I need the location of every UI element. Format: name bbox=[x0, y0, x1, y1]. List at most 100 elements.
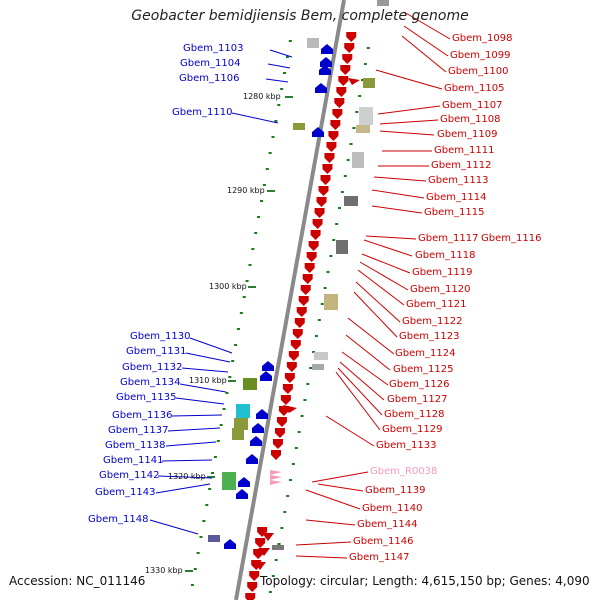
gene-label[interactable]: Gbem_1121 bbox=[406, 299, 467, 310]
gene-label[interactable]: Gbem_1147 bbox=[349, 552, 410, 563]
gene-label[interactable]: Gbem_1125 bbox=[393, 364, 454, 375]
minus-strand-gene-arrow bbox=[321, 44, 333, 54]
gene-label[interactable]: Gbem_1112 bbox=[431, 160, 492, 171]
plus-strand-gene-arrow bbox=[274, 428, 285, 438]
gene-label[interactable]: Gbem_1110 bbox=[172, 107, 233, 118]
scale-label-1290: 1290 kbp bbox=[227, 186, 265, 195]
gene-label[interactable]: Gbem_1130 bbox=[130, 331, 191, 342]
plus-strand-gene-arrow bbox=[282, 384, 293, 394]
gene-label[interactable]: Gbem_1140 bbox=[362, 503, 423, 514]
gene-label[interactable]: Gbem_1138 bbox=[105, 440, 166, 451]
gene-label[interactable]: Gbem_1135 bbox=[116, 392, 177, 403]
gene-label[interactable]: Gbem_1123 bbox=[399, 331, 460, 342]
orf-marker bbox=[361, 79, 365, 81]
orf-marker bbox=[335, 223, 339, 225]
label-leader-line bbox=[305, 519, 356, 526]
gene-label[interactable]: Gbem_1137 bbox=[108, 425, 169, 436]
gene-label[interactable]: Gbem_1133 bbox=[376, 440, 437, 451]
genome-backbone bbox=[234, 0, 346, 600]
label-leader-line bbox=[359, 261, 409, 291]
gene-label[interactable]: Gbem_1107 bbox=[442, 100, 503, 111]
plus-strand-gene-arrow bbox=[283, 405, 297, 413]
gene-label[interactable]: Gbem_1127 bbox=[387, 394, 448, 405]
minus-strand-gene-arrow bbox=[260, 371, 272, 381]
gene-feature-box bbox=[232, 428, 244, 440]
plus-strand-gene-arrow bbox=[284, 373, 295, 383]
plus-strand-gene-arrow bbox=[310, 230, 321, 240]
gene-feature-box bbox=[363, 78, 375, 88]
gene-label[interactable]: Gbem_1139 bbox=[365, 485, 426, 496]
plus-strand-gene-arrow bbox=[322, 164, 333, 174]
gene-label[interactable]: Gbem_1128 bbox=[384, 409, 445, 420]
gene-label[interactable]: Gbem_1098 bbox=[452, 33, 513, 44]
gene-label[interactable]: Gbem_1106 bbox=[179, 73, 240, 84]
plus-strand-gene-arrow bbox=[332, 109, 343, 119]
gene-label[interactable]: Gbem_1132 bbox=[122, 362, 183, 373]
gene-label[interactable]: Gbem_R0038 bbox=[370, 466, 438, 477]
orf-marker bbox=[323, 287, 327, 289]
plus-strand-gene-arrow bbox=[344, 43, 355, 53]
orf-marker bbox=[260, 200, 263, 202]
gene-label[interactable]: Gbem_1141 bbox=[103, 455, 164, 466]
gene-label[interactable]: Gbem_1116 bbox=[481, 233, 542, 244]
gene-label[interactable]: Gbem_1109 bbox=[437, 129, 498, 140]
map-title: Geobacter bemidjiensis Bem, complete gen… bbox=[131, 8, 469, 24]
genome-summary-text: Topology: circular; Length: 4,615,150 bp… bbox=[260, 574, 590, 588]
gene-label[interactable]: Gbem_1108 bbox=[440, 114, 501, 125]
plus-strand-gene-arrow bbox=[348, 78, 360, 85]
gene-label[interactable]: Gbem_1099 bbox=[450, 50, 511, 61]
label-leader-line bbox=[345, 334, 391, 371]
gene-label[interactable]: Gbem_1143 bbox=[95, 487, 156, 498]
orf-marker bbox=[280, 88, 284, 90]
gene-label[interactable]: Gbem_1134 bbox=[120, 377, 181, 388]
orf-marker bbox=[257, 216, 261, 218]
orf-marker bbox=[242, 296, 246, 298]
rna-gene-mark bbox=[270, 475, 282, 480]
gene-label[interactable]: Gbem_1105 bbox=[444, 83, 505, 94]
minus-strand-gene-arrow bbox=[256, 409, 268, 419]
gene-label[interactable]: Gbem_1111 bbox=[434, 145, 495, 156]
gene-label[interactable]: Gbem_1104 bbox=[180, 58, 241, 69]
orf-marker bbox=[306, 383, 310, 385]
gene-feature-box bbox=[377, 0, 389, 6]
minus-strand-gene-arrow bbox=[252, 423, 264, 433]
gene-label[interactable]: Gbem_1148 bbox=[88, 514, 149, 525]
gene-label[interactable]: Gbem_1124 bbox=[395, 348, 456, 359]
gene-label[interactable]: Gbem_1131 bbox=[126, 346, 187, 357]
gene-label[interactable]: Gbem_1136 bbox=[112, 410, 173, 421]
plus-strand-gene-arrow bbox=[340, 65, 351, 75]
gene-label[interactable]: Gbem_1146 bbox=[353, 536, 414, 547]
gene-label[interactable]: Gbem_1126 bbox=[389, 379, 450, 390]
gene-label[interactable]: Gbem_1144 bbox=[357, 519, 418, 530]
gene-label[interactable]: Gbem_1118 bbox=[415, 250, 476, 261]
gene-feature-box bbox=[352, 152, 364, 168]
plus-strand-gene-arrow bbox=[334, 98, 345, 108]
gene-label[interactable]: Gbem_1114 bbox=[426, 192, 487, 203]
label-leader-line bbox=[175, 397, 225, 405]
plus-strand-gene-arrow bbox=[316, 197, 327, 207]
gene-label[interactable]: Gbem_1117 bbox=[418, 233, 479, 244]
orf-marker bbox=[291, 463, 295, 465]
gene-label[interactable]: Gbem_1103 bbox=[183, 43, 244, 54]
label-leader-line bbox=[325, 415, 375, 447]
gene-label[interactable]: Gbem_1113 bbox=[428, 175, 489, 186]
plus-strand-gene-arrow bbox=[346, 32, 357, 42]
orf-marker bbox=[280, 527, 284, 529]
gene-label[interactable]: Gbem_1100 bbox=[448, 66, 509, 77]
plus-strand-gene-arrow bbox=[308, 241, 319, 251]
gene-label[interactable]: Gbem_1129 bbox=[382, 424, 443, 435]
orf-marker bbox=[277, 104, 281, 106]
plus-strand-gene-arrow bbox=[314, 208, 325, 218]
orf-marker bbox=[346, 159, 350, 161]
gene-label[interactable]: Gbem_1142 bbox=[99, 470, 160, 481]
orf-marker bbox=[366, 47, 370, 49]
gene-label[interactable]: Gbem_1120 bbox=[410, 284, 471, 295]
gene-label[interactable]: Gbem_1115 bbox=[424, 207, 485, 218]
orf-marker bbox=[332, 239, 336, 241]
gene-label[interactable]: Gbem_1119 bbox=[412, 267, 473, 278]
label-leader-line bbox=[311, 471, 369, 483]
label-leader-line bbox=[185, 352, 231, 363]
gene-feature-box bbox=[336, 240, 348, 254]
gene-label[interactable]: Gbem_1122 bbox=[402, 316, 463, 327]
orf-marker bbox=[268, 591, 272, 593]
